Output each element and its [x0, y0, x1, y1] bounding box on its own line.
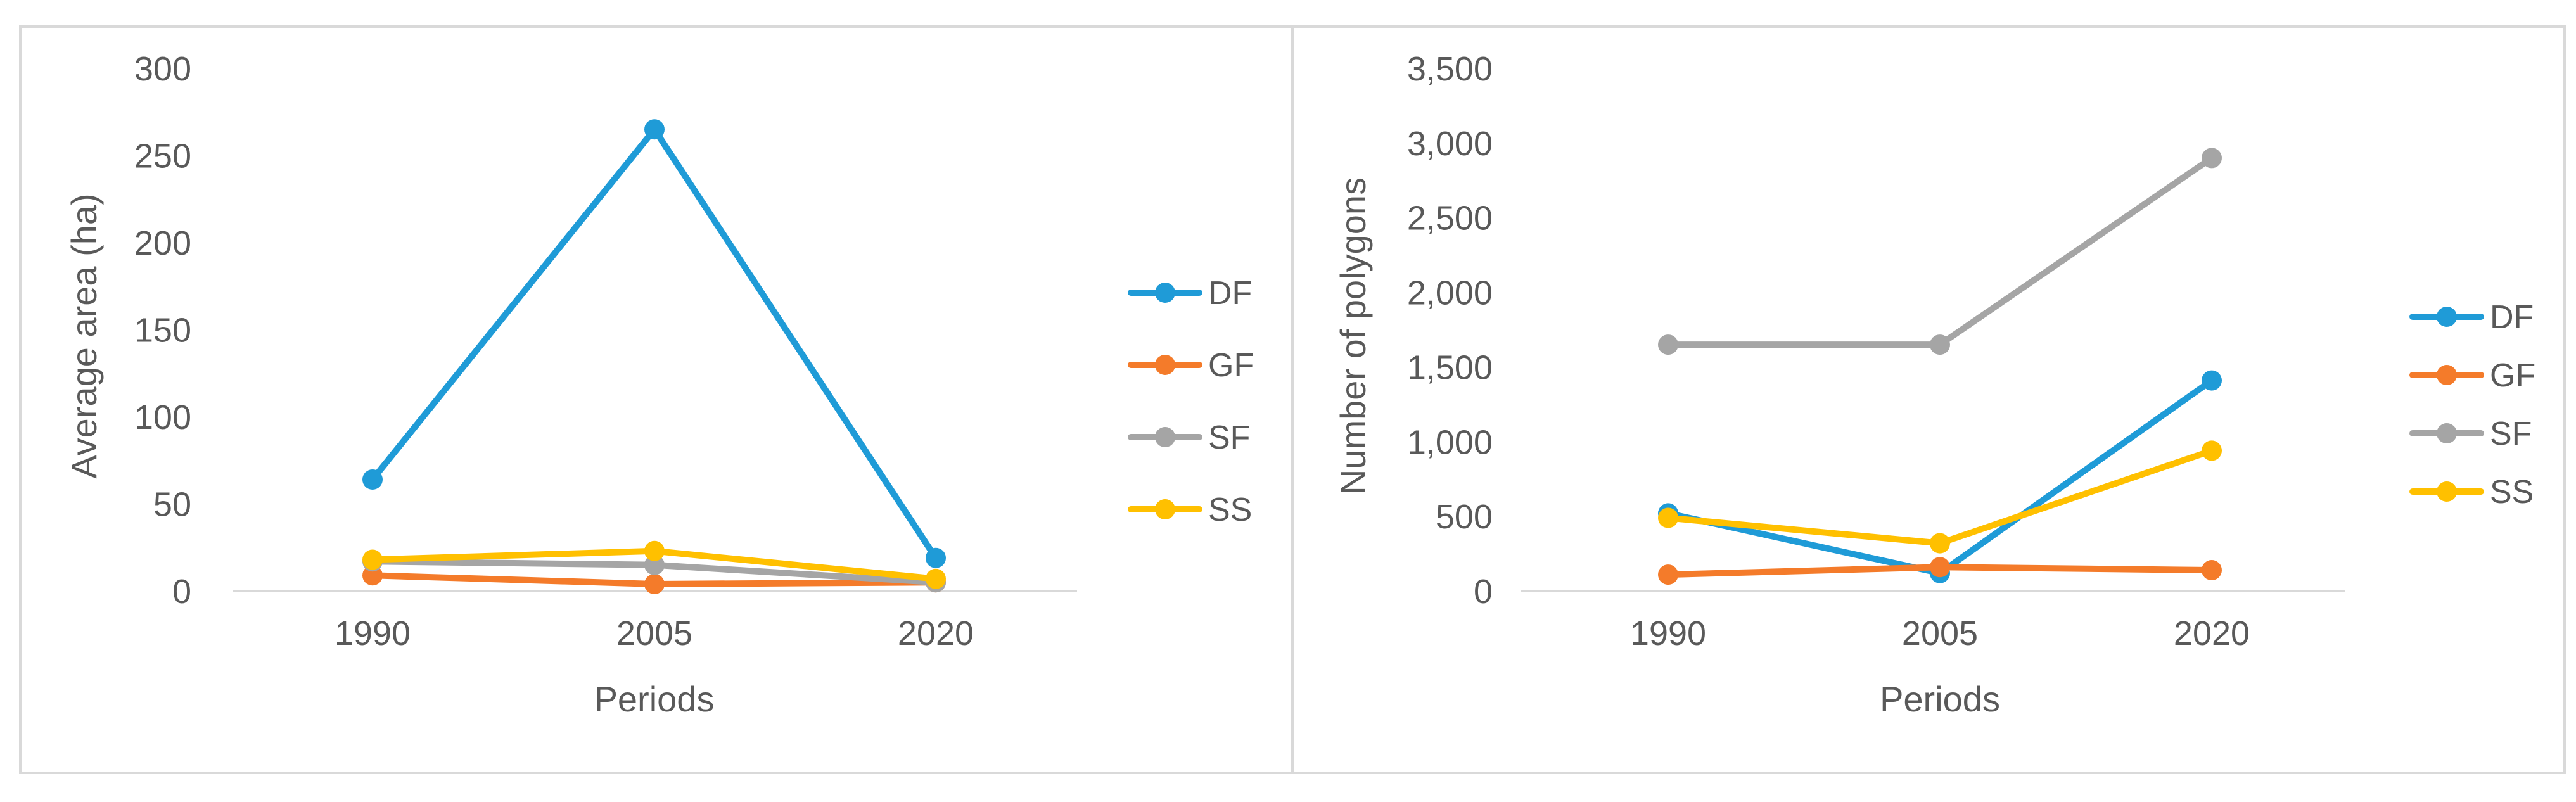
- legend-marker-gf: [2437, 365, 2457, 385]
- y-tick-label: 200: [134, 224, 191, 262]
- y-tick-label: 2,500: [1407, 200, 1493, 238]
- data-point-ss: [362, 549, 383, 570]
- data-point-sf: [1930, 334, 1950, 355]
- x-tick-label: 2005: [616, 614, 692, 652]
- data-point-sf: [1658, 334, 1678, 355]
- data-point-df: [926, 547, 946, 568]
- y-tick-label: 250: [134, 137, 191, 175]
- x-axis-title: Periods: [594, 679, 715, 719]
- x-tick-label: 2005: [1902, 614, 1978, 652]
- data-point-gf: [362, 565, 383, 586]
- y-tick-label: 0: [172, 573, 191, 611]
- data-point-ss: [1658, 507, 1678, 528]
- y-tick-label: 1,500: [1407, 348, 1493, 386]
- legend-label-sf: SF: [1208, 419, 1250, 456]
- x-tick-label: 1990: [1630, 614, 1706, 652]
- legend-label-gf: GF: [1208, 347, 1254, 384]
- legend-marker-df: [2437, 307, 2457, 327]
- data-point-ss: [2202, 440, 2222, 461]
- legend-label-sf: SF: [2490, 416, 2532, 452]
- data-point-df: [2202, 370, 2222, 391]
- y-tick-label: 100: [134, 398, 191, 436]
- y-tick-label: 50: [153, 486, 191, 524]
- y-tick-label: 0: [1474, 573, 1493, 611]
- data-point-sf: [2202, 148, 2222, 169]
- chart-frame: [1291, 25, 2566, 774]
- y-tick-label: 2,000: [1407, 274, 1493, 312]
- data-point-df: [644, 119, 665, 140]
- y-tick-label: 150: [134, 312, 191, 350]
- data-point-gf: [1658, 564, 1678, 585]
- legend-marker-df: [1155, 283, 1175, 303]
- legend-marker-ss: [1155, 499, 1175, 519]
- data-point-gf: [644, 574, 665, 594]
- x-axis-title: Periods: [1880, 679, 2000, 719]
- data-point-ss: [644, 540, 665, 561]
- data-point-df: [362, 469, 383, 490]
- x-tick-label: 2020: [898, 614, 974, 652]
- legend-label-df: DF: [2490, 299, 2534, 336]
- x-tick-label: 1990: [335, 614, 411, 652]
- y-tick-label: 300: [134, 50, 191, 88]
- legend-label-ss: SS: [1208, 492, 1252, 528]
- legend-marker-gf: [1155, 355, 1175, 375]
- y-tick-label: 3,500: [1407, 50, 1493, 88]
- x-tick-label: 2020: [2174, 614, 2250, 652]
- y-axis-title: Number of polygons: [1333, 177, 1373, 495]
- legend-label-gf: GF: [2490, 357, 2535, 394]
- chart-frame: [19, 25, 1294, 774]
- chart-panel-number-of-polygons: 0 500 1,000 1,500 2,000 2,500 3,000 3,500 1990 20…: [1291, 25, 2566, 774]
- legend-label-ss: SS: [2490, 474, 2534, 511]
- chart-panel-average-area: 0 50 100 150 200 250 300 1990 2005 2020 Periods Ave…: [19, 25, 1294, 774]
- data-point-gf: [1930, 557, 1950, 578]
- y-tick-label: 1,000: [1407, 423, 1493, 461]
- data-point-ss: [1930, 533, 1950, 554]
- y-tick-label: 500: [1436, 498, 1493, 536]
- data-point-ss: [926, 568, 946, 589]
- legend-marker-sf: [2437, 423, 2457, 443]
- data-point-sf: [644, 554, 665, 575]
- y-tick-label: 3,000: [1407, 125, 1493, 163]
- legend-marker-ss: [2437, 481, 2457, 502]
- data-point-gf: [2202, 560, 2222, 580]
- legend-marker-sf: [1155, 427, 1175, 447]
- y-axis-title: Average area (ha): [64, 193, 104, 478]
- legend-label-df: DF: [1208, 275, 1252, 312]
